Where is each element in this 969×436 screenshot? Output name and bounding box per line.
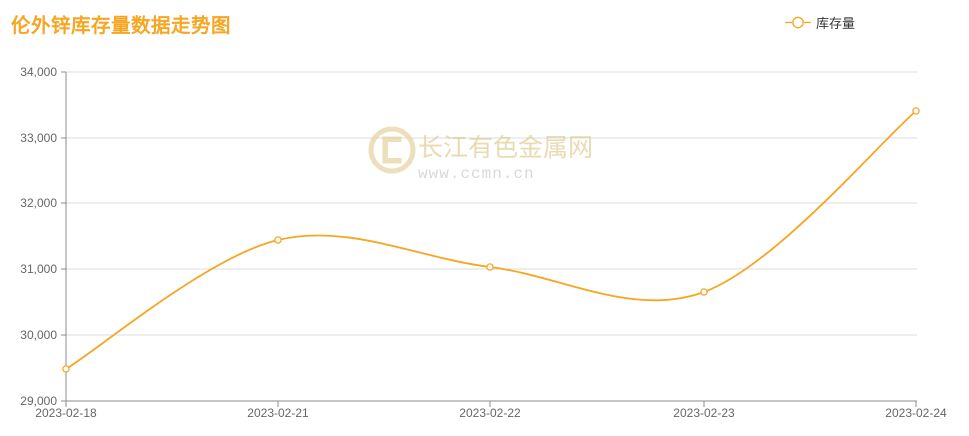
svg-text:长江有色金属网: 长江有色金属网: [418, 134, 593, 162]
svg-text:2023-02-22: 2023-02-22: [459, 406, 521, 420]
svg-text:33,000: 33,000: [20, 131, 57, 145]
svg-text:34,000: 34,000: [20, 65, 57, 79]
svg-text:2023-02-18: 2023-02-18: [35, 406, 97, 420]
svg-text:www.ccmn.cn: www.ccmn.cn: [418, 165, 535, 183]
svg-text:30,000: 30,000: [20, 328, 57, 342]
svg-text:2023-02-21: 2023-02-21: [247, 406, 309, 420]
svg-text:2023-02-24: 2023-02-24: [885, 406, 947, 420]
svg-text:2023-02-23: 2023-02-23: [673, 406, 735, 420]
svg-text:32,000: 32,000: [20, 196, 57, 210]
svg-text:31,000: 31,000: [20, 262, 57, 276]
